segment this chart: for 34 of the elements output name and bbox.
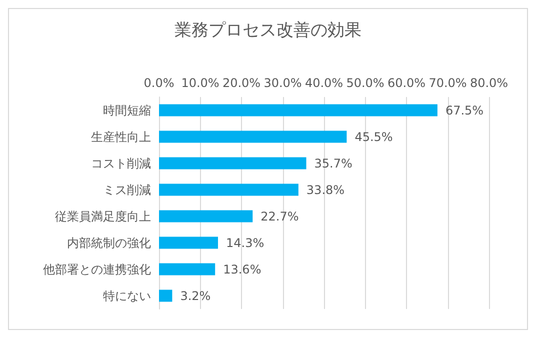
data-label: 67.5% [445,103,484,118]
x-tick-label: 0.0% [144,76,174,90]
y-tick-label: 内部統制の強化 [67,236,151,250]
bar [159,210,253,222]
data-label: 33.8% [306,182,345,197]
x-tick-label: 80.0% [470,76,508,90]
x-tick-label: 50.0% [346,76,384,90]
y-tick-label: ミス削減 [103,182,151,197]
y-tick-label: 従業員満足度向上 [55,209,151,224]
bar [159,184,298,196]
data-label: 35.7% [314,156,352,170]
data-label: 3.2% [180,288,211,303]
data-label: 13.6% [223,262,262,276]
y-tick-label: コスト削減 [91,156,151,170]
y-tick-label: 他部署との連携強化 [43,262,151,276]
y-tick-label: 生産性向上 [91,130,151,144]
data-label: 22.7% [260,209,299,224]
x-tick-label: 60.0% [387,76,426,90]
bar [159,290,172,302]
bar [159,130,347,143]
bar [159,263,216,276]
x-tick-label: 70.0% [428,76,467,90]
x-tick-label: 10.0% [181,76,220,90]
x-tick-label: 30.0% [264,76,302,90]
data-label: 14.3% [226,236,264,250]
x-tick-label: 40.0% [304,76,344,90]
y-tick-label: 時間短縮 [103,103,151,118]
bar [159,157,306,170]
x-tick-label: 20.0% [222,76,261,90]
data-label: 45.5% [354,130,393,144]
bar [159,104,438,116]
bar [159,236,218,249]
y-tick-label: 特にない [103,288,151,303]
chart-title: 業務プロセス改善の効果 [174,20,362,40]
